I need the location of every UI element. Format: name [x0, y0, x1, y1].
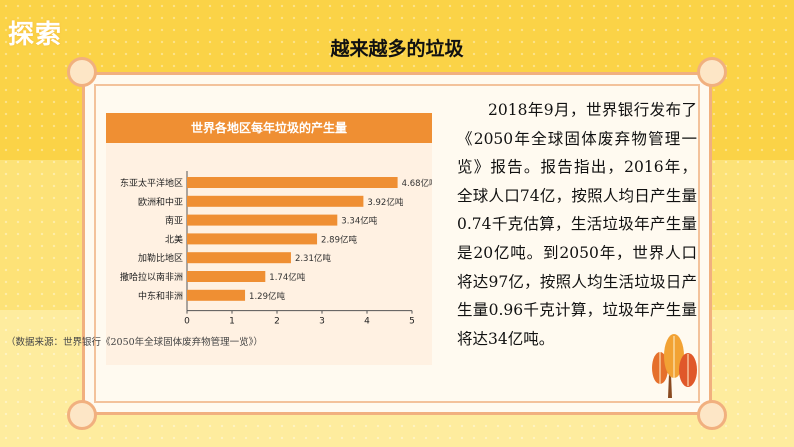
x-tick-label: 2: [274, 317, 280, 327]
frame-corner-bottom-left: [67, 400, 97, 430]
bar: [187, 233, 318, 245]
category-label: 东亚太平洋地区: [120, 177, 183, 189]
x-tick-label: 0: [184, 317, 190, 327]
bar: [187, 214, 338, 226]
page-title: 越来越多的垃圾: [330, 38, 464, 60]
frame-corner-top-left: [67, 57, 97, 87]
bar: [187, 271, 266, 282]
section-label: 探索: [8, 20, 63, 50]
category-label: 欧洲和中亚: [138, 196, 183, 208]
autumn-tree-icon: [652, 334, 697, 398]
content-frame-inner-border: [94, 84, 700, 403]
bar: [187, 177, 398, 188]
x-tick-label: 3: [319, 317, 325, 327]
frame-corner-top-right: [697, 57, 727, 87]
bar: [187, 289, 246, 301]
category-label: 加勒比地区: [138, 252, 183, 264]
data-label: 1.74亿吨: [269, 272, 305, 283]
data-label: 3.34亿吨: [341, 216, 377, 227]
chart-source-note: （数据来源：世界银行《2050年全球固体废弃物管理一览》）: [6, 337, 263, 348]
data-label: 2.31亿吨: [295, 253, 331, 264]
bar: [187, 195, 364, 207]
frame-corner-bottom-right: [697, 400, 727, 430]
data-label: 1.29亿吨: [249, 291, 285, 302]
category-label: 南亚: [165, 215, 183, 227]
chart-container: 世界各地区每年垃圾的产生量 东亚太平洋地区 4.68亿吨欧洲和中亚 3.92亿吨南亚…: [106, 113, 432, 365]
category-label: 北美: [165, 233, 183, 245]
category-label: 中东和非洲: [138, 290, 183, 302]
body-paragraph: 2018年9月，世界银行发布了《2050年全球固体废弃物管理一览》报告。报告指出…: [457, 101, 697, 348]
chart-title: 世界各地区每年垃圾的产生量: [106, 113, 432, 143]
bar: [187, 252, 291, 264]
category-label: 撒哈拉以南非洲: [120, 271, 183, 283]
data-label: 2.89亿吨: [321, 234, 357, 245]
data-label: 3.92亿吨: [367, 197, 403, 208]
data-label: 4.68亿吨: [402, 178, 432, 189]
x-tick-label: 5: [409, 317, 415, 327]
x-tick-label: 4: [364, 317, 370, 327]
x-tick-label: 1: [229, 317, 235, 327]
